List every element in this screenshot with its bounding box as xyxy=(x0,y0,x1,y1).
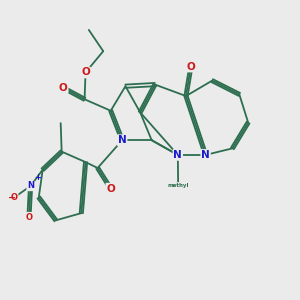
Text: +: + xyxy=(34,173,41,182)
Text: O: O xyxy=(59,83,68,93)
Text: N: N xyxy=(118,135,127,145)
Text: O: O xyxy=(106,184,115,194)
Text: N: N xyxy=(201,150,210,160)
Text: N: N xyxy=(173,150,182,160)
Text: methyl: methyl xyxy=(167,182,189,188)
Text: O: O xyxy=(187,61,195,72)
Text: O: O xyxy=(26,213,32,222)
Text: methyl: methyl xyxy=(176,182,181,183)
Text: N: N xyxy=(27,182,34,190)
Text: O: O xyxy=(81,68,90,77)
Text: −: − xyxy=(8,192,16,203)
Text: O: O xyxy=(11,193,18,202)
